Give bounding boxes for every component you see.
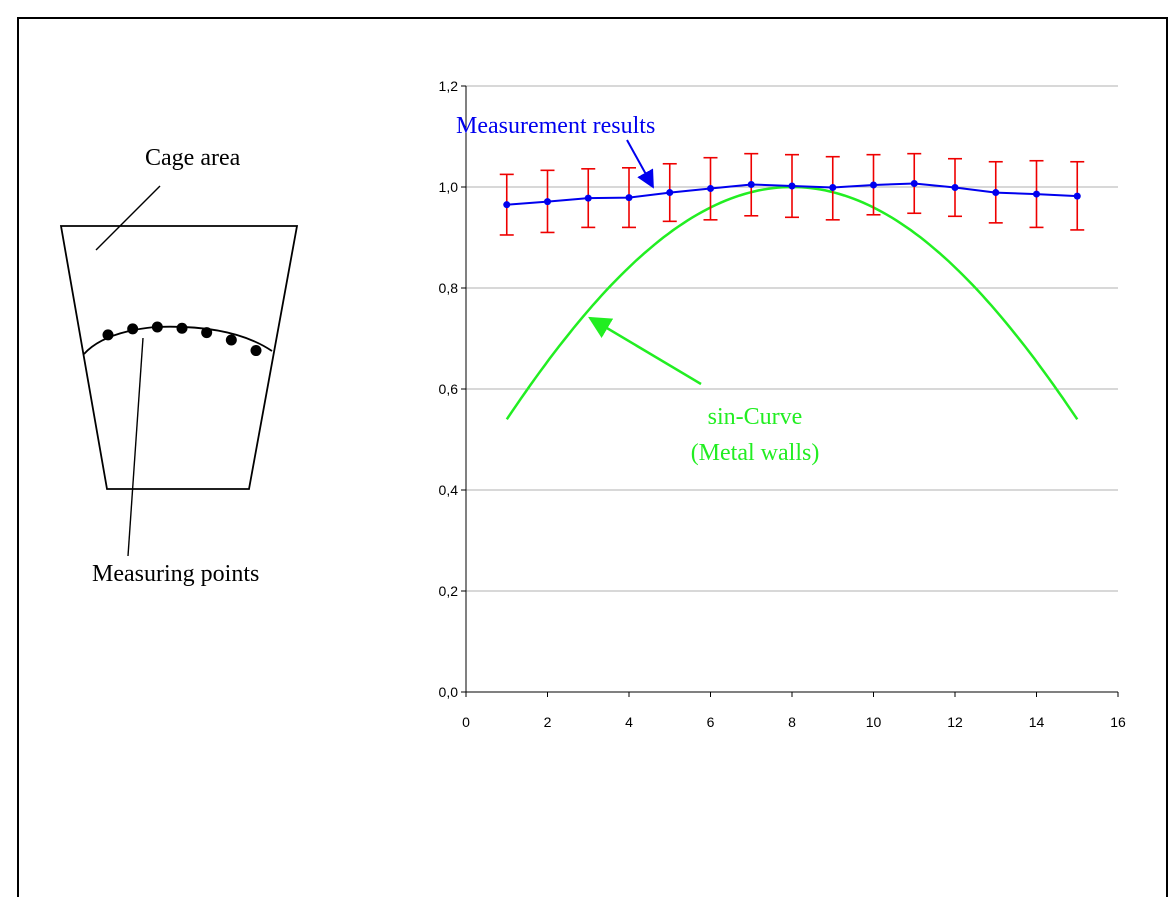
x-tick-label: 4: [625, 714, 633, 730]
x-tick-label: 0: [462, 714, 470, 730]
measurement-point: [910, 179, 918, 187]
y-tick-label: 1,0: [439, 179, 459, 195]
measurement-layer: [503, 179, 1081, 209]
measuring-point-dot: [102, 329, 114, 341]
x-tick-label: 16: [1110, 714, 1126, 730]
measurement-point: [584, 194, 592, 202]
measuring-point-dot: [127, 323, 139, 335]
y-tick-label: 0,0: [439, 684, 459, 700]
cage-label-leader: [95, 185, 161, 251]
x-tick-label: 6: [707, 714, 715, 730]
x-tick-labels: 0 2 4 6 8 10 12 14 16: [462, 692, 1126, 730]
measuring-points-group: [102, 321, 262, 357]
x-tick-label: 2: [544, 714, 552, 730]
measurement-point: [666, 189, 674, 197]
x-tick-label: 8: [788, 714, 796, 730]
measurement-point: [788, 182, 796, 190]
measurement-results-label: Measurement results: [456, 113, 655, 139]
y-tick-label: 0,6: [439, 381, 459, 397]
measurement-point: [951, 184, 959, 192]
x-tick-label: 14: [1029, 714, 1045, 730]
points-label-leader: [127, 337, 144, 557]
measurement-point: [625, 194, 633, 202]
cage-outline: [59, 225, 299, 490]
measuring-point-dot: [176, 322, 188, 334]
sin-curve-label: sin-Curve: [708, 404, 803, 430]
measurement-point: [544, 198, 551, 206]
measuring-point-dot: [201, 327, 213, 339]
measurement-arrow: [626, 139, 654, 189]
cage-area-label: Cage area: [145, 145, 241, 171]
y-tick-labels: 0,0 0,2 0,4 0,6 0,8 1,0 1,2: [439, 78, 466, 700]
measurement-point: [707, 185, 714, 193]
measurement-point: [992, 189, 1000, 197]
y-tick-label: 1,2: [439, 78, 459, 94]
measurement-point: [829, 184, 837, 192]
y-tick-label: 0,4: [439, 482, 459, 498]
page-frame: [17, 17, 1168, 897]
measurement-point: [1073, 192, 1081, 200]
measurement-point: [503, 201, 511, 209]
measuring-points-label: Measuring points: [92, 561, 259, 587]
sin-curve-layer: [505, 185, 1079, 421]
measurement-point: [1033, 190, 1040, 198]
measurement-point: [747, 180, 755, 188]
chart: 0,0 0,2 0,4 0,6 0,8 1,0 1,2 0 2 4 6 8 10 12 14 16 Meas…: [439, 78, 1126, 730]
x-tick-label: 10: [866, 714, 882, 730]
measuring-point-dot: [250, 345, 262, 357]
sin-curve-arrow: [588, 316, 702, 386]
sin-curve-line: [505, 185, 1079, 421]
y-tick-label: 0,8: [439, 280, 459, 296]
measurement-point: [870, 181, 877, 189]
measuring-point-dot: [151, 321, 163, 333]
y-tick-label: 0,2: [439, 583, 459, 599]
cage-diagram: Cage area Measuring points: [59, 145, 299, 587]
metal-walls-label: (Metal walls): [691, 440, 820, 466]
measuring-point-dot: [225, 334, 237, 346]
x-tick-label: 12: [947, 714, 963, 730]
